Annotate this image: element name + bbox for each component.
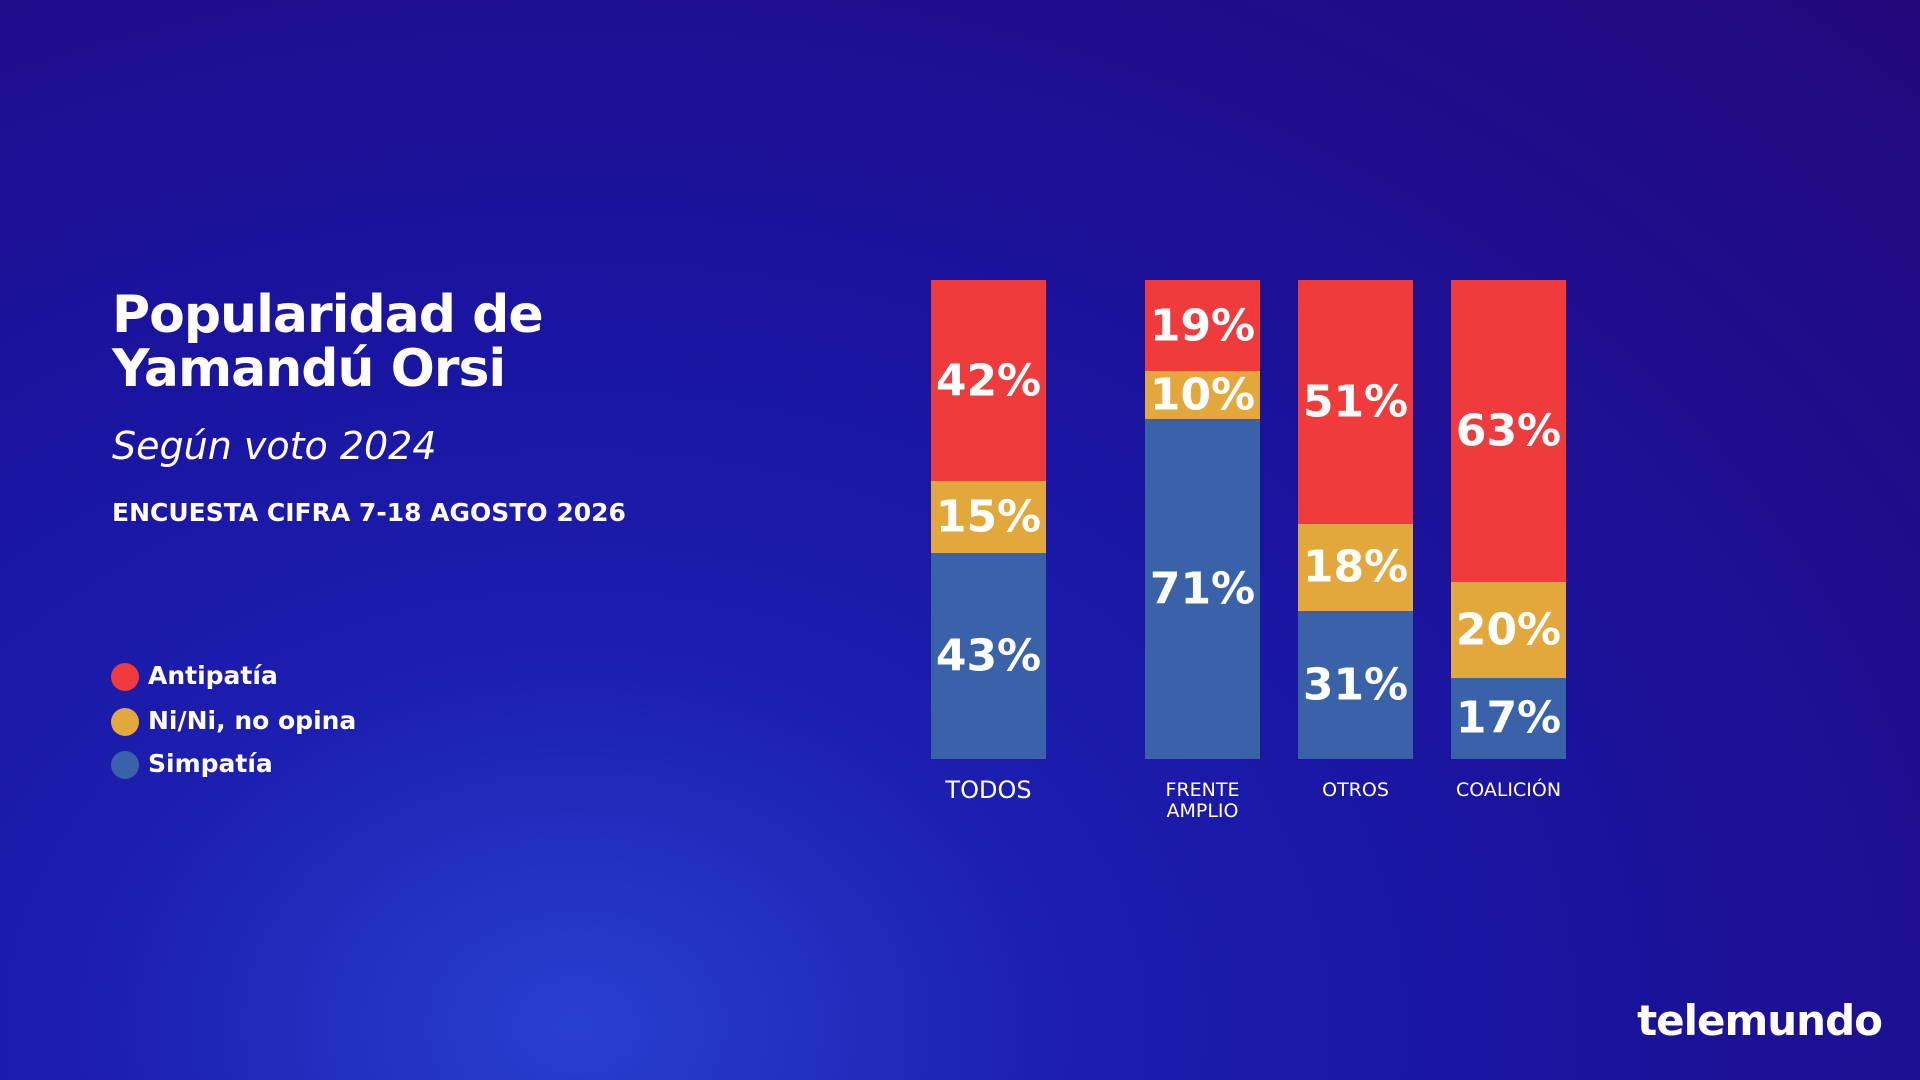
bar-segment: 63% xyxy=(1451,280,1566,582)
x-tick-label: TODOS xyxy=(945,776,1032,804)
bar-segment: 19% xyxy=(1145,280,1260,371)
x-tick-label: FRENTE AMPLIO xyxy=(1165,779,1240,822)
bar-segment: 31% xyxy=(1298,610,1413,759)
data-label: 43% xyxy=(935,630,1042,682)
data-label: 71% xyxy=(1149,563,1256,615)
data-label: 63% xyxy=(1455,405,1562,457)
chart-title: Popularidad de Yamandú Orsi xyxy=(112,285,544,399)
x-tick-label: OTROS xyxy=(1322,779,1389,801)
bar-segment: 43% xyxy=(931,553,1046,759)
bar-segment: 17% xyxy=(1451,677,1566,759)
chart-subtitle: Según voto 2024 xyxy=(112,424,437,468)
data-label: 15% xyxy=(935,491,1042,543)
bar-segment: 51% xyxy=(1298,280,1413,525)
bar-segment: 20% xyxy=(1451,581,1566,678)
legend-marker xyxy=(111,751,139,779)
data-label: 31% xyxy=(1302,659,1409,711)
data-label: 19% xyxy=(1149,300,1256,351)
bar-segment: 42% xyxy=(931,280,1046,482)
legend-label: Antipatía xyxy=(148,661,278,690)
data-label: 51% xyxy=(1302,376,1409,428)
legend-label: Simpatía xyxy=(148,749,273,778)
x-tick-label: COALICIÓN xyxy=(1455,779,1562,801)
bar-segment: 15% xyxy=(931,481,1046,554)
bar-segment: 10% xyxy=(1145,369,1260,421)
bar-segment: 71% xyxy=(1145,418,1260,759)
data-label: 42% xyxy=(935,355,1042,407)
survey-note: ENCUESTA CIFRA 7-18 AGOSTO 2026 xyxy=(112,498,626,527)
data-label: 20% xyxy=(1455,604,1562,656)
brand-logo: telemundo xyxy=(1637,996,1883,1045)
data-label: 17% xyxy=(1455,692,1562,744)
legend-marker xyxy=(111,708,139,736)
bar-segment: 18% xyxy=(1298,524,1413,611)
legend-label: Ni/Ni, no opina xyxy=(148,706,357,735)
legend-marker xyxy=(111,663,139,691)
data-label: 10% xyxy=(1149,369,1256,421)
data-label: 18% xyxy=(1302,541,1409,593)
